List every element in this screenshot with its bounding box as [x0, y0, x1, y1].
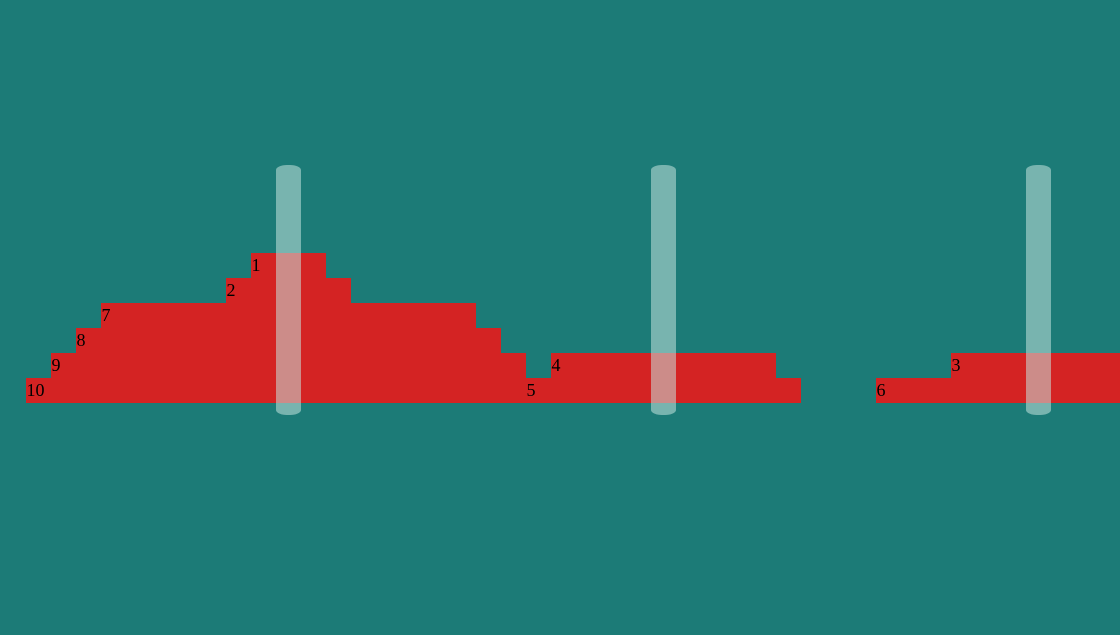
- disk-label: 6: [876, 380, 886, 400]
- disk-6[interactable]: 6: [875, 378, 1120, 403]
- peg-2[interactable]: [650, 165, 676, 415]
- disk-label: 2: [226, 280, 236, 300]
- disk-label: 7: [101, 305, 111, 325]
- disk-label: 4: [551, 355, 561, 375]
- disk-label: 3: [951, 355, 961, 375]
- disk-label: 1: [251, 255, 261, 275]
- disk-label: 8: [76, 330, 86, 350]
- peg-1[interactable]: [275, 165, 301, 415]
- disk-label: 5: [526, 380, 536, 400]
- disk-label: 10: [26, 380, 45, 400]
- disk-label: 9: [51, 355, 61, 375]
- peg-3[interactable]: [1025, 165, 1051, 415]
